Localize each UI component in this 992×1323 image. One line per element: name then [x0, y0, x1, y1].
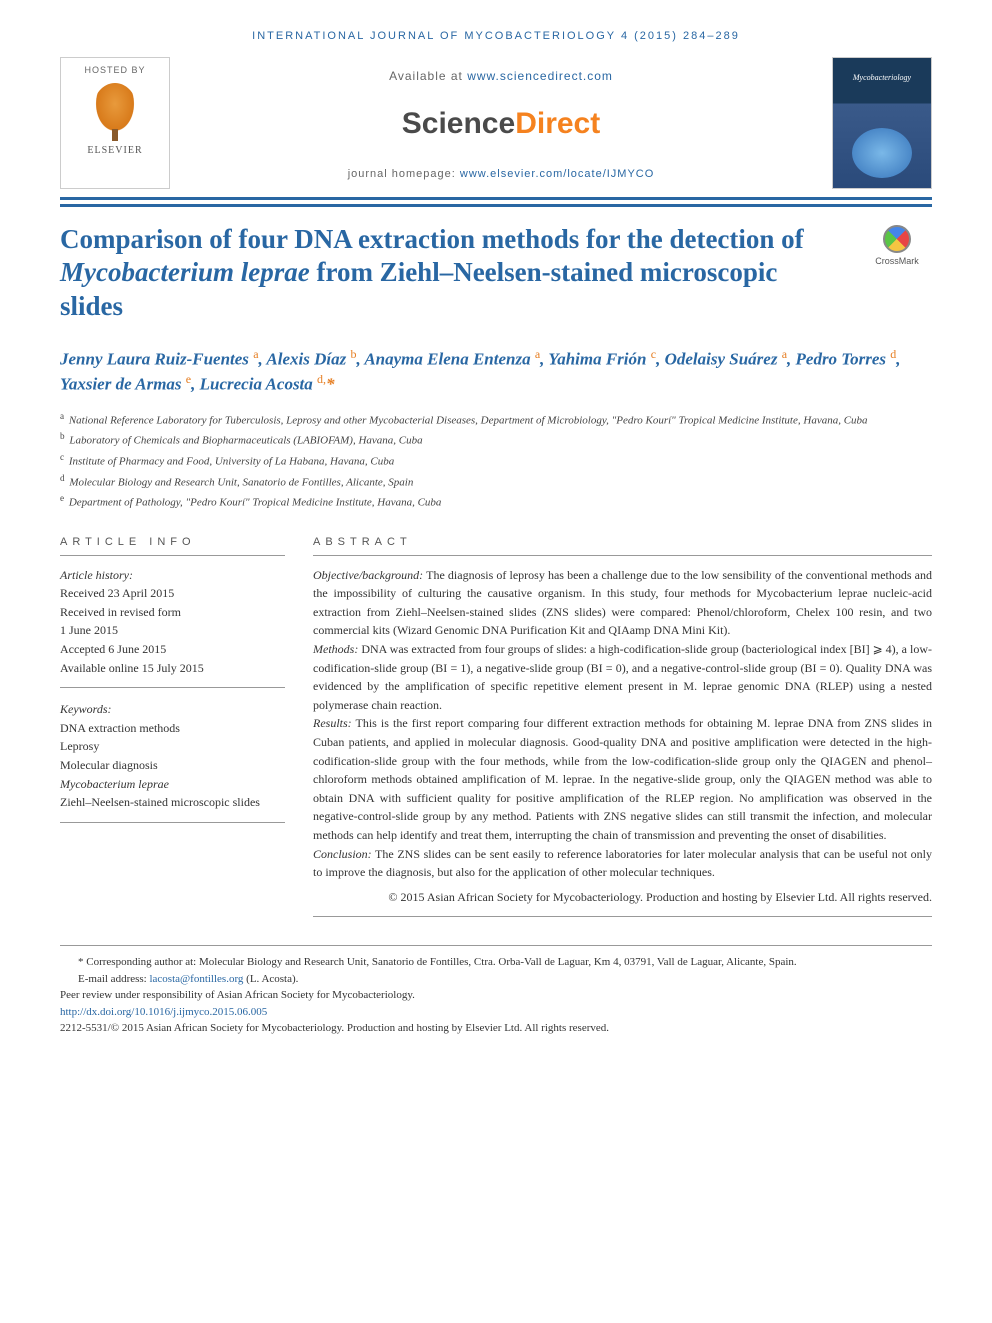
cover-title: Mycobacteriology — [833, 72, 931, 84]
title-block: CrossMark Comparison of four DNA extract… — [60, 204, 932, 513]
footnotes: * Corresponding author at: Molecular Bio… — [60, 945, 932, 1037]
keyword-item: Mycobacterium leprae — [60, 775, 285, 794]
affiliation-line: b Laboratory of Chemicals and Biopharmac… — [60, 429, 932, 450]
crossmark-icon — [883, 225, 911, 253]
article-title: Comparison of four DNA extraction method… — [60, 223, 932, 324]
keyword-item: Molecular diagnosis — [60, 756, 285, 775]
methods-label: Methods: — [313, 642, 358, 656]
keyword-item: DNA extraction methods — [60, 719, 285, 738]
affiliation-line: e Department of Pathology, "Pedro Kourí"… — [60, 491, 932, 512]
objective-label: Objective/background: — [313, 568, 423, 582]
available-at: Available at www.sciencedirect.com — [182, 67, 820, 85]
methods-text: DNA was extracted from four groups of sl… — [313, 642, 932, 712]
affiliation-line: c Institute of Pharmacy and Food, Univer… — [60, 450, 932, 471]
history-line: Available online 15 July 2015 — [60, 659, 285, 678]
sciencedirect-logo: ScienceDirect — [182, 101, 820, 146]
cover-image-icon — [852, 128, 912, 178]
affiliations: a National Reference Laboratory for Tube… — [60, 409, 932, 513]
corr-text: Molecular Biology and Research Unit, San… — [199, 956, 797, 968]
keywords-block: Keywords: DNA extraction methodsLeprosyM… — [60, 700, 285, 823]
results-label: Results: — [313, 716, 352, 730]
affiliation-line: a National Reference Laboratory for Tube… — [60, 409, 932, 430]
doi-link[interactable]: http://dx.doi.org/10.1016/j.ijmyco.2015.… — [60, 1006, 267, 1018]
available-prefix: Available at — [389, 69, 467, 83]
issn-copyright: 2212-5531/© 2015 Asian African Society f… — [60, 1020, 932, 1037]
crossmark-label: CrossMark — [862, 255, 932, 269]
title-italic: Mycobacterium leprae — [60, 257, 310, 287]
sciencedirect-link[interactable]: www.sciencedirect.com — [467, 69, 613, 83]
article-info-label: ARTICLE INFO — [60, 534, 285, 556]
email-link[interactable]: lacosta@fontilles.org — [149, 973, 243, 985]
conclusion-text: The ZNS slides can be sent easily to ref… — [313, 847, 932, 880]
title-part-1: Comparison of four DNA extraction method… — [60, 224, 804, 254]
sd-logo-right: Direct — [515, 107, 600, 140]
email-label: E-mail address: — [78, 973, 149, 985]
running-head: INTERNATIONAL JOURNAL OF MYCOBACTERIOLOG… — [60, 28, 932, 45]
history-line: Received in revised form — [60, 603, 285, 622]
results-text: This is the first report comparing four … — [313, 716, 932, 842]
sd-logo-left: Science — [402, 107, 515, 140]
sciencedirect-block: Available at www.sciencedirect.com Scien… — [170, 57, 832, 189]
keyword-item: Leprosy — [60, 737, 285, 756]
homepage-link[interactable]: www.elsevier.com/locate/IJMYCO — [460, 168, 654, 180]
keyword-item: Ziehl–Neelsen-stained microscopic slides — [60, 793, 285, 812]
conclusion-label: Conclusion: — [313, 847, 372, 861]
two-column-layout: ARTICLE INFO Article history: Received 2… — [60, 534, 932, 917]
abstract-copyright: © 2015 Asian African Society for Mycobac… — [313, 888, 932, 907]
elsevier-tree-icon — [93, 83, 137, 135]
crossmark-badge[interactable]: CrossMark — [862, 225, 932, 269]
email-line: E-mail address: lacosta@fontilles.org (L… — [78, 971, 932, 988]
article-history: Article history: Received 23 April 2015R… — [60, 566, 285, 689]
elsevier-logo: ELSEVIER — [67, 83, 163, 158]
history-heading: Article history: — [60, 566, 285, 585]
corr-label: * Corresponding author at: — [78, 956, 199, 968]
abstract-column: ABSTRACT Objective/background: The diagn… — [313, 534, 932, 917]
hosted-by-box: HOSTED BY ELSEVIER — [60, 57, 170, 189]
authors-list: Jenny Laura Ruiz-Fuentes a, Alexis Díaz … — [60, 346, 932, 397]
history-line: Accepted 6 June 2015 — [60, 640, 285, 659]
history-line: Received 23 April 2015 — [60, 584, 285, 603]
corresponding-author: * Corresponding author at: Molecular Bio… — [78, 954, 932, 971]
header-band: HOSTED BY ELSEVIER Available at www.scie… — [60, 57, 932, 200]
hosted-by-label: HOSTED BY — [67, 64, 163, 78]
peer-review-note: Peer review under responsibility of Asia… — [60, 987, 932, 1004]
homepage-prefix: journal homepage: — [348, 168, 460, 180]
affiliation-line: d Molecular Biology and Research Unit, S… — [60, 471, 932, 492]
abstract-label: ABSTRACT — [313, 534, 932, 556]
abstract-body: Objective/background: The diagnosis of l… — [313, 566, 932, 918]
journal-cover-thumb: Mycobacteriology — [832, 57, 932, 189]
elsevier-name: ELSEVIER — [87, 143, 142, 158]
history-line: 1 June 2015 — [60, 621, 285, 640]
keywords-heading: Keywords: — [60, 700, 285, 719]
email-suffix: (L. Acosta). — [243, 973, 298, 985]
article-info-column: ARTICLE INFO Article history: Received 2… — [60, 534, 285, 917]
journal-homepage: journal homepage: www.elsevier.com/locat… — [182, 166, 820, 183]
